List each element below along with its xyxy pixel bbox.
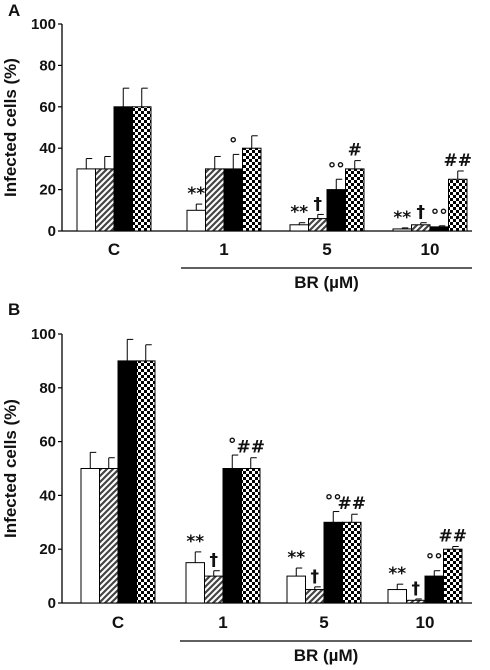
- bar-black: [113, 106, 133, 232]
- category-label: C: [108, 240, 120, 259]
- significance-marker: **: [187, 184, 205, 204]
- category-label: 1: [218, 613, 227, 632]
- bar-black: [429, 226, 449, 232]
- y-tick-label: 40: [39, 140, 56, 157]
- bar-black: [222, 468, 242, 604]
- category-label: 10: [416, 613, 435, 632]
- bar-checkerboard: [241, 468, 261, 604]
- bar-white: [80, 468, 100, 604]
- y-tick-label: 100: [31, 16, 56, 33]
- y-tick-label: 0: [48, 595, 56, 612]
- significance-marker: **: [287, 548, 305, 568]
- bar-diagonal: [406, 599, 426, 604]
- significance-marker: ##: [237, 438, 266, 458]
- y-tick-label: 60: [39, 99, 56, 116]
- bar-diagonal: [205, 168, 225, 232]
- significance-marker: °°: [325, 492, 342, 512]
- bar-checkerboard: [342, 521, 362, 604]
- bar-black: [223, 168, 243, 232]
- bar-diagonal: [95, 168, 115, 232]
- significance-marker: ##: [338, 494, 367, 514]
- y-tick-label: 100: [31, 326, 56, 343]
- significance-marker: °°: [328, 159, 345, 179]
- significance-marker: †: [417, 203, 426, 223]
- y-tick-label: 20: [39, 182, 56, 199]
- bar-white: [286, 575, 306, 604]
- significance-marker: **: [393, 208, 411, 228]
- category-label: 5: [319, 613, 328, 632]
- bar-black: [117, 360, 137, 604]
- group-label: BR (µM): [294, 646, 359, 665]
- significance-marker: °: [228, 435, 237, 455]
- y-tick-label: 80: [39, 57, 56, 74]
- significance-marker: **: [388, 564, 406, 584]
- panel-label: B: [8, 300, 20, 319]
- significance-marker: #: [348, 141, 362, 161]
- significance-marker: †: [311, 567, 320, 587]
- bar-diagonal: [305, 589, 325, 604]
- bar-checkerboard: [132, 106, 152, 232]
- significance-marker: †: [412, 579, 421, 599]
- y-tick-label: 80: [39, 380, 56, 397]
- significance-marker: **: [290, 203, 308, 223]
- significance-marker: °°: [431, 206, 448, 226]
- bar-white: [185, 562, 205, 604]
- bar-white: [76, 168, 96, 232]
- category-label: 1: [219, 240, 228, 259]
- panel-b: B Infected cells (%) 0 20 40 60 80 100 C 1 5 10 BR (…: [1, 300, 472, 665]
- bar-white: [392, 228, 412, 232]
- significance-marker: †: [314, 194, 323, 214]
- bar-white: [387, 589, 407, 604]
- y-axis-label: Infected cells (%): [1, 399, 20, 538]
- y-tick-label: 20: [39, 541, 56, 558]
- significance-marker: **: [186, 532, 204, 552]
- category-label: C: [112, 613, 124, 632]
- category-label: 10: [421, 240, 440, 259]
- significance-marker: †: [210, 551, 219, 571]
- bar-white: [289, 224, 309, 232]
- bar-diagonal: [204, 575, 224, 604]
- significance-marker: °: [229, 134, 238, 154]
- y-tick-label: 40: [39, 487, 56, 504]
- panel-label: A: [8, 1, 20, 20]
- significance-marker: ##: [444, 151, 473, 171]
- bar-checkerboard: [448, 178, 468, 232]
- bar-diagonal: [411, 224, 431, 232]
- bar-checkerboard: [242, 147, 262, 232]
- group-label: BR (µM): [294, 273, 359, 292]
- bar-checkerboard: [345, 168, 365, 232]
- y-tick-label: 60: [39, 434, 56, 451]
- category-label: 5: [322, 240, 331, 259]
- significance-marker: ##: [439, 527, 468, 547]
- bar-diagonal: [308, 218, 328, 232]
- y-axis-label: Infected cells (%): [1, 58, 20, 197]
- panel-a: A Infected cells (%) 0 20 40 60 80 100 C 1 5 10 BR (…: [1, 1, 472, 292]
- bar-diagonal: [99, 468, 119, 604]
- y-tick-label: 0: [48, 223, 56, 240]
- bar-white: [186, 209, 206, 232]
- significance-marker: °°: [426, 551, 443, 571]
- bar-checkerboard: [136, 360, 156, 604]
- bar-black: [424, 575, 444, 604]
- bar-black: [323, 521, 343, 604]
- bar-black: [326, 189, 346, 232]
- bar-checkerboard: [443, 548, 463, 604]
